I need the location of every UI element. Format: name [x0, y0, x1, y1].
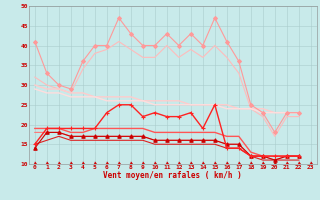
X-axis label: Vent moyen/en rafales ( km/h ): Vent moyen/en rafales ( km/h )	[103, 171, 242, 180]
